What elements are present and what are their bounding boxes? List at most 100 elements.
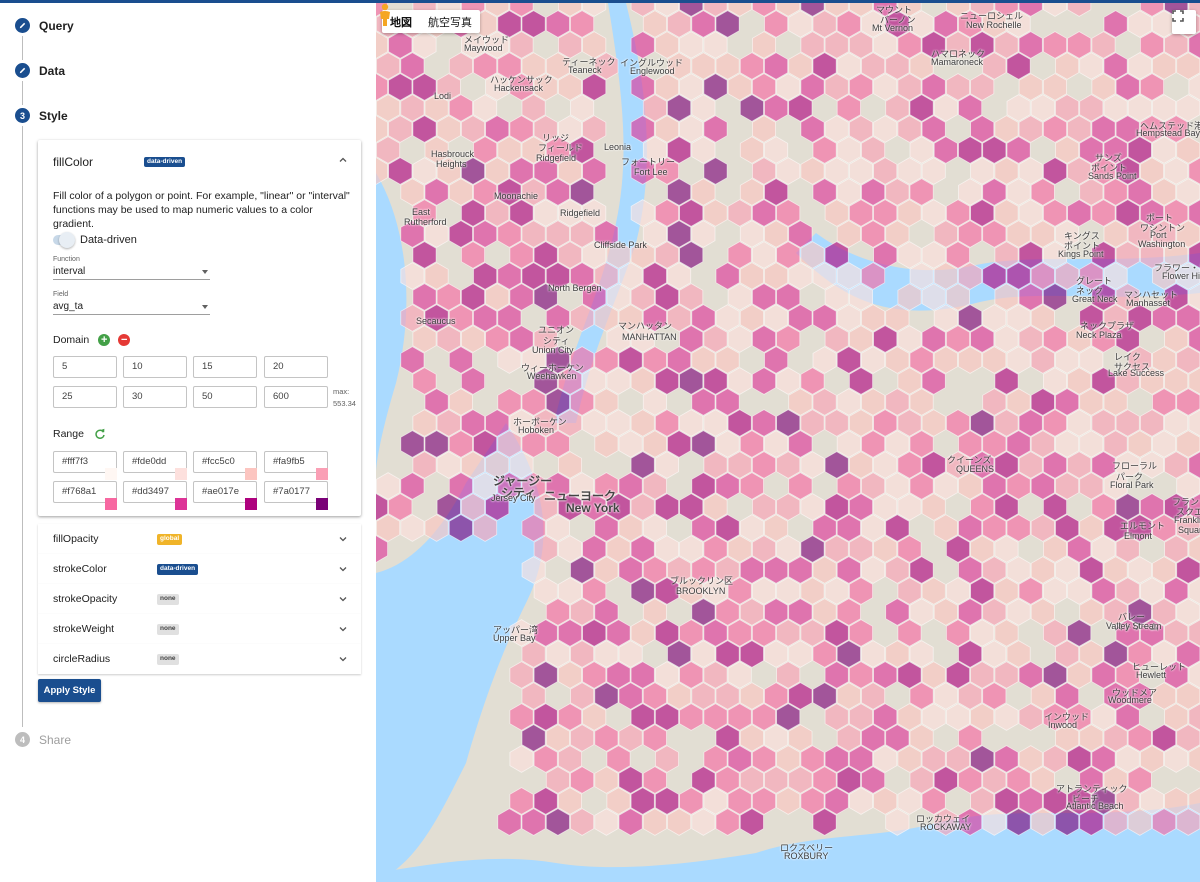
- domain-input[interactable]: 5: [53, 356, 117, 378]
- hexbin-cell: [1164, 199, 1189, 227]
- hexbin-cell: [1127, 94, 1152, 122]
- data-driven-toggle[interactable]: Data-driven: [53, 232, 137, 248]
- color-swatch[interactable]: [105, 468, 117, 480]
- property-row-strokecolor[interactable]: strokeColor data-driven: [38, 554, 361, 584]
- hexbin-cell: [909, 94, 934, 122]
- step-query[interactable]: Query: [15, 18, 74, 33]
- domain-input[interactable]: 10: [123, 356, 187, 378]
- hexbin-cell: [873, 409, 898, 437]
- map-label: フローラル: [1112, 461, 1158, 471]
- hexbin-cell: [606, 787, 631, 815]
- hexbin-cell: [1043, 241, 1067, 269]
- property-row-strokeweight[interactable]: strokeWeight none: [38, 614, 361, 644]
- add-domain-button[interactable]: +: [98, 334, 111, 346]
- apply-style-button[interactable]: Apply Style: [38, 679, 101, 702]
- hexbin-cell: [642, 94, 667, 122]
- hexbin-cell: [376, 493, 389, 521]
- chevron-down-icon[interactable]: [338, 594, 348, 604]
- hexbin-cell: [897, 3, 922, 17]
- color-swatch[interactable]: [245, 468, 257, 480]
- hexbin-cell: [873, 535, 898, 563]
- hexbin-cell: [1127, 304, 1152, 332]
- hexbin-cell: [788, 220, 813, 248]
- refresh-icon[interactable]: [94, 428, 106, 440]
- domain-input[interactable]: 20: [264, 356, 328, 378]
- street-view-pegman-icon[interactable]: [376, 3, 394, 27]
- hexbin-cell: [946, 241, 970, 269]
- map-label: Hoboken: [518, 425, 555, 435]
- hexbin-cell: [570, 136, 595, 164]
- hexbin-cell: [545, 136, 570, 164]
- hexbin-cell: [1043, 199, 1067, 227]
- domain-input[interactable]: 25: [53, 386, 117, 408]
- domain-input[interactable]: 600: [264, 386, 328, 408]
- function-select[interactable]: interval: [53, 266, 210, 280]
- hexbin-cell: [739, 682, 764, 710]
- chevron-down-icon[interactable]: [338, 564, 348, 574]
- chevron-up-icon[interactable]: [338, 155, 348, 165]
- range-color-input[interactable]: #fff7f3: [53, 451, 117, 480]
- hexbin-cell: [836, 136, 861, 164]
- hexbin-cell: [400, 220, 425, 248]
- hexbin-cell: [1115, 703, 1140, 731]
- domain-input[interactable]: 50: [193, 386, 257, 408]
- hexbin-cell: [1006, 346, 1031, 374]
- color-swatch[interactable]: [175, 468, 187, 480]
- range-color-input[interactable]: #7a0177: [264, 481, 328, 510]
- property-row-strokeopacity[interactable]: strokeOpacity none: [38, 584, 361, 614]
- domain-input[interactable]: 30: [123, 386, 187, 408]
- hexbin-cell: [897, 199, 922, 227]
- chevron-down-icon[interactable]: [338, 624, 348, 634]
- property-row-circleradius[interactable]: circleRadius none: [38, 644, 361, 674]
- hexbin-cell: [1152, 514, 1177, 542]
- map-type-roadmap-button[interactable]: 地図: [390, 16, 412, 29]
- hexbin-cell: [776, 451, 801, 479]
- hexbin-cell: [667, 52, 692, 80]
- range-color-input[interactable]: #fa9fb5: [264, 451, 328, 480]
- hexbin-cell: [642, 346, 667, 374]
- range-color-input[interactable]: #fde0dd: [123, 451, 187, 480]
- hexbin-cell: [764, 52, 789, 80]
- hexbin-cell: [1030, 388, 1055, 416]
- range-color-input[interactable]: #dd3497: [123, 481, 187, 510]
- map-label: Washington: [1138, 239, 1186, 249]
- color-swatch[interactable]: [105, 498, 117, 510]
- hexbin-cell: [982, 388, 1007, 416]
- hexbin-cell: [1164, 157, 1189, 185]
- hexbin-cell: [691, 640, 716, 668]
- range-color-input[interactable]: #ae017e: [193, 481, 257, 510]
- field-select[interactable]: avg_ta: [53, 301, 210, 315]
- hexbin-cell: [1127, 178, 1152, 206]
- step-data[interactable]: Data: [15, 63, 65, 78]
- range-color-input[interactable]: #f768a1: [53, 481, 117, 510]
- hexbin-cell: [618, 514, 643, 542]
- map-canvas[interactable]: ニューヨーク New York ジャージー シティ Jersey City マン…: [376, 3, 1200, 882]
- color-swatch[interactable]: [316, 468, 328, 480]
- hexbin-cell: [861, 388, 886, 416]
- hexbin-cell: [958, 304, 983, 332]
- hexbin-cell: [1067, 115, 1092, 143]
- fullscreen-button[interactable]: [1172, 10, 1196, 34]
- hexbin-cell: [1127, 346, 1152, 374]
- color-swatch[interactable]: [316, 498, 328, 510]
- step-style[interactable]: 3 Style: [15, 108, 68, 123]
- color-swatch[interactable]: [245, 498, 257, 510]
- fillcolor-header[interactable]: fillColor data-driven: [53, 155, 186, 169]
- chevron-down-icon[interactable]: [338, 534, 348, 544]
- domain-input[interactable]: 15: [193, 356, 257, 378]
- hexbin-cell: [533, 199, 558, 227]
- hexbin-cell: [691, 808, 716, 836]
- hexbin-cell: [497, 808, 522, 836]
- range-color-value: #7a0177: [273, 486, 310, 497]
- color-swatch[interactable]: [175, 498, 187, 510]
- style-panel: Query Data 3 Style fillColor data-driven…: [0, 3, 376, 882]
- step-share[interactable]: 4 Share: [15, 732, 71, 747]
- chevron-down-icon[interactable]: [338, 654, 348, 664]
- remove-domain-button[interactable]: −: [118, 334, 131, 346]
- hexbin-cell: [703, 619, 728, 647]
- hexbin-cell: [642, 598, 667, 626]
- property-row-fillopacity[interactable]: fillOpacity global: [38, 524, 361, 554]
- map-type-satellite-button[interactable]: 航空写真: [428, 16, 472, 29]
- range-color-input[interactable]: #fcc5c0: [193, 451, 257, 480]
- hexbin-cell: [557, 73, 583, 101]
